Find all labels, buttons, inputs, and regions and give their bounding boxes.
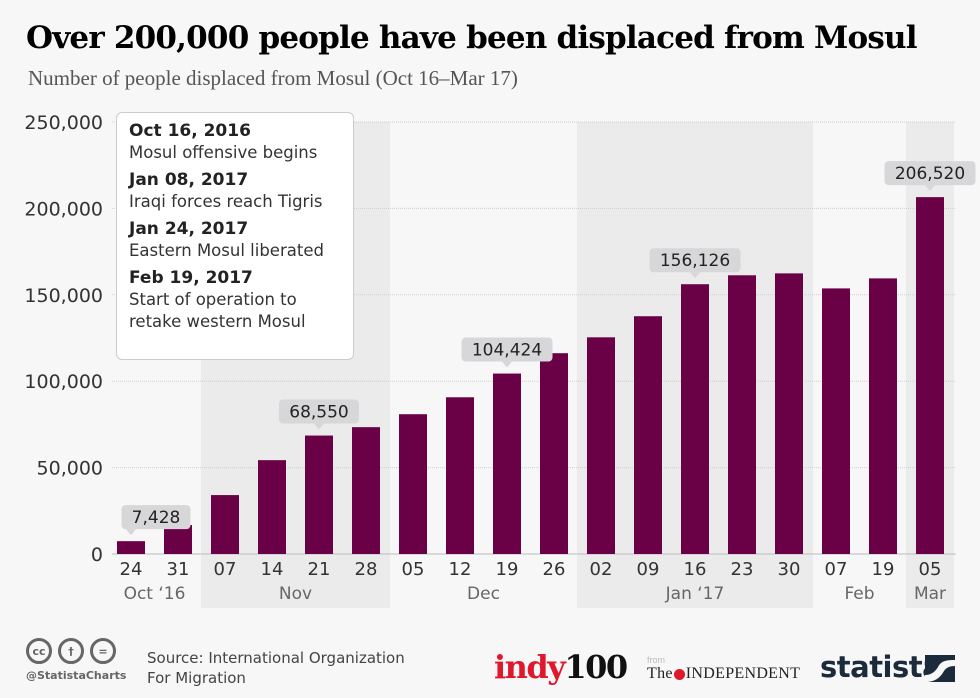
data-label-bubble xyxy=(649,248,741,273)
event-date: Oct 16, 2016 xyxy=(129,121,251,141)
indy100-logo-black: 100 xyxy=(564,648,628,686)
event-text: Mosul offensive begins xyxy=(129,143,318,162)
bar xyxy=(869,278,897,554)
x-tick-label: 12 xyxy=(449,559,472,580)
events-annotation-box: Oct 16, 2016 Mosul offensive begins Jan … xyxy=(116,112,354,360)
independent-post: INDEPENDENT xyxy=(685,665,801,682)
independent-pre: The xyxy=(647,665,673,682)
bar xyxy=(117,541,145,554)
event-text: Start of operation to retake western Mos… xyxy=(129,290,306,331)
event-text: Iraqi forces reach Tigris xyxy=(129,192,323,211)
x-tick-label: 21 xyxy=(308,559,331,580)
data-label-bubble xyxy=(884,161,976,186)
data-label-bubble xyxy=(461,337,553,362)
chart-subtitle: Number of people displaced from Mosul (O… xyxy=(28,66,518,90)
bar xyxy=(399,414,427,554)
x-tick-label: 09 xyxy=(637,559,660,580)
independent-logo: from The INDEPENDENT xyxy=(647,655,800,683)
y-tick-label: 150,000 xyxy=(24,285,103,307)
cc-icon: cc xyxy=(26,638,52,664)
x-tick-label: 14 xyxy=(261,559,284,580)
month-label: Mar xyxy=(914,584,946,604)
month-label: Feb xyxy=(844,584,874,604)
no-derivatives-icon: = xyxy=(90,638,116,664)
source-line: For Migration xyxy=(147,669,246,687)
y-tick-label: 0 xyxy=(91,544,103,566)
bar xyxy=(211,495,239,554)
indy100-logo: indy100 xyxy=(494,648,628,686)
month-label: Oct ‘16 xyxy=(124,584,186,604)
bar xyxy=(305,435,333,554)
x-tick-label: 31 xyxy=(167,559,190,580)
bar xyxy=(822,288,850,554)
y-tick-label: 100,000 xyxy=(24,371,103,393)
bar xyxy=(916,197,944,555)
data-label: 68,550 xyxy=(289,403,348,423)
from-label: from xyxy=(647,655,665,665)
y-tick-label: 50,000 xyxy=(37,458,103,480)
independent-eagle-icon xyxy=(673,668,685,680)
data-label-pointer xyxy=(126,529,136,536)
bar xyxy=(634,316,662,554)
bar-chart: 0 50,000 100,000 150,000 200,000 250,000 24 31 0… xyxy=(24,112,976,608)
x-tick-label: 23 xyxy=(731,559,754,580)
month-label: Dec xyxy=(467,584,500,604)
x-tick-label: 30 xyxy=(778,559,801,580)
data-label: 7,428 xyxy=(132,508,181,528)
attribution-icon: † xyxy=(58,638,84,664)
x-tick-label: 19 xyxy=(496,559,519,580)
indy100-logo-red: indy xyxy=(494,648,566,686)
x-tick-label: 05 xyxy=(919,559,942,580)
x-tick-label: 28 xyxy=(355,559,378,580)
x-tick-label: 07 xyxy=(825,559,848,580)
x-tick-label: 26 xyxy=(543,559,566,580)
source-note: Source: International Organization For M… xyxy=(147,648,405,688)
data-label-pointer xyxy=(502,361,512,368)
event-date: Jan 24, 2017 xyxy=(129,219,249,239)
x-tick-label: 07 xyxy=(214,559,237,580)
statista-mark-icon xyxy=(925,655,955,682)
data-label-pointer xyxy=(314,423,324,430)
bar xyxy=(258,460,286,554)
bar xyxy=(164,524,192,554)
bar xyxy=(446,397,474,554)
month-label: Jan ‘17 xyxy=(665,584,725,604)
y-tick-label: 200,000 xyxy=(24,198,103,220)
bar xyxy=(540,353,568,554)
statista-handle: @StatistaCharts xyxy=(26,669,127,682)
x-tick-label: 19 xyxy=(872,559,895,580)
bar xyxy=(587,337,615,554)
license-block: cc † = @StatistaCharts xyxy=(26,638,126,682)
statista-logo: statista xyxy=(820,650,942,684)
data-label-pointer xyxy=(690,272,700,279)
data-label: 206,520 xyxy=(895,164,965,184)
event-date: Feb 19, 2017 xyxy=(129,268,253,288)
x-tick-label: 16 xyxy=(684,559,707,580)
bar xyxy=(493,373,521,554)
month-label: Nov xyxy=(279,584,312,604)
data-label-bubble xyxy=(279,399,359,424)
source-line: Source: International Organization xyxy=(147,649,405,667)
event-date: Jan 08, 2017 xyxy=(129,170,249,190)
data-label: 156,126 xyxy=(660,251,730,271)
y-tick-label: 250,000 xyxy=(24,112,103,134)
bar xyxy=(681,284,709,554)
x-tick-label: 24 xyxy=(120,559,143,580)
bar xyxy=(775,273,803,554)
x-tick-label: 02 xyxy=(590,559,613,580)
event-text: Eastern Mosul liberated xyxy=(129,241,324,260)
data-label-bubble xyxy=(121,505,191,530)
x-tick-label: 05 xyxy=(402,559,425,580)
bar xyxy=(352,427,380,554)
data-label: 104,424 xyxy=(472,341,542,361)
data-label-pointer xyxy=(925,185,935,192)
chart-title: Over 200,000 people have been displaced … xyxy=(26,20,918,56)
bar xyxy=(728,275,756,554)
